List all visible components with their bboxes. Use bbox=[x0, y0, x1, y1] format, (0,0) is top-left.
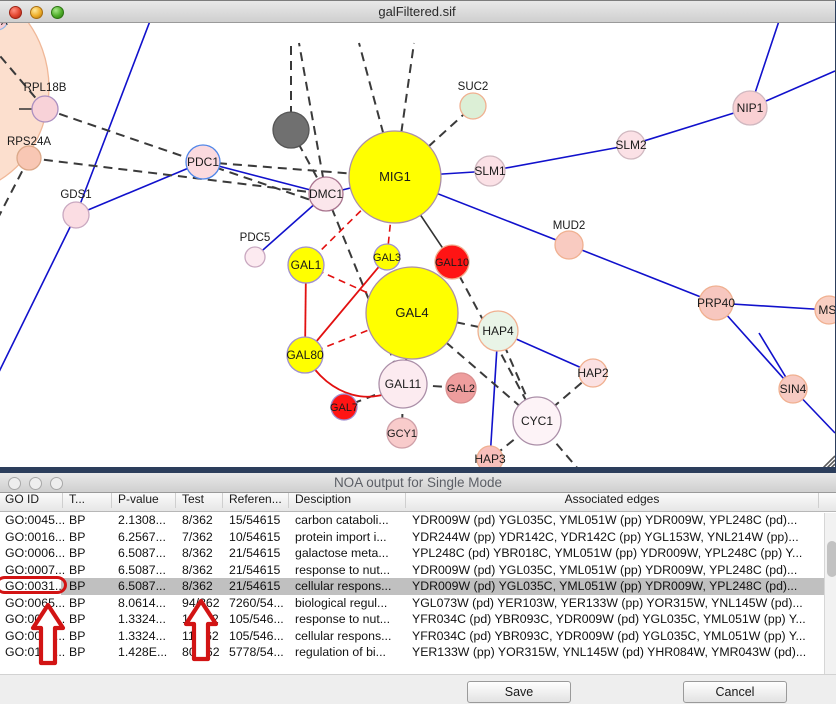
svg-text:DMC1: DMC1 bbox=[309, 187, 343, 201]
svg-text:GAL11: GAL11 bbox=[385, 377, 422, 391]
svg-text:GAL1: GAL1 bbox=[291, 258, 322, 272]
svg-text:SLM2: SLM2 bbox=[615, 138, 647, 152]
svg-text:SUC2: SUC2 bbox=[458, 81, 489, 93]
svg-text:SIN4: SIN4 bbox=[780, 382, 807, 396]
svg-text:MSI: MSI bbox=[818, 303, 835, 317]
svg-text:RPS24A: RPS24A bbox=[7, 136, 51, 148]
svg-text:PRP40: PRP40 bbox=[697, 296, 735, 310]
svg-text:GAL7: GAL7 bbox=[330, 402, 358, 414]
svg-text:MIG1: MIG1 bbox=[379, 169, 411, 184]
svg-text:GAL4: GAL4 bbox=[395, 305, 428, 320]
svg-text:GAL80: GAL80 bbox=[286, 348, 324, 362]
svg-text:HAP2: HAP2 bbox=[577, 366, 609, 380]
svg-text:HAP3: HAP3 bbox=[474, 452, 506, 466]
svg-text:HAP4: HAP4 bbox=[482, 324, 514, 338]
svg-text:GAL3: GAL3 bbox=[373, 252, 401, 264]
svg-text:SLM1: SLM1 bbox=[474, 164, 506, 178]
svg-text:RPL18B: RPL18B bbox=[24, 82, 67, 94]
svg-text:CYC1: CYC1 bbox=[521, 414, 553, 428]
svg-text:GDS1: GDS1 bbox=[60, 189, 91, 201]
svg-text:GAL10: GAL10 bbox=[435, 257, 469, 269]
svg-text:NIP1: NIP1 bbox=[737, 101, 764, 115]
svg-text:GAL2: GAL2 bbox=[447, 383, 475, 395]
svg-text:GCY1: GCY1 bbox=[387, 428, 417, 440]
svg-text:A: A bbox=[1, 23, 8, 28]
svg-text:PDC1: PDC1 bbox=[187, 155, 219, 169]
svg-text:MUD2: MUD2 bbox=[553, 220, 586, 232]
svg-text:PDC5: PDC5 bbox=[240, 232, 271, 244]
